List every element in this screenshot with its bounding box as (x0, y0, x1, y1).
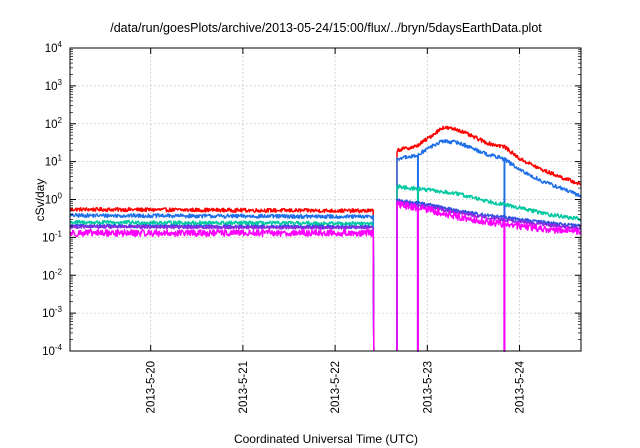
series-line (69, 228, 375, 352)
y-tick-base: 10 (42, 270, 55, 282)
y-tick-exponent: -4 (55, 343, 63, 352)
y-tick-exponent: -2 (55, 267, 63, 276)
y-tick-base: 10 (42, 308, 55, 320)
y-tick-exponent: -3 (55, 305, 63, 314)
y-tick-exponent: 0 (58, 192, 63, 201)
y-tick-exponent: 2 (58, 116, 63, 125)
series-line (69, 223, 375, 352)
series-line (69, 212, 375, 352)
y-tick-label: 103 (45, 78, 63, 93)
series-line (69, 206, 375, 352)
y-tick-label: 10-4 (42, 343, 62, 358)
series-line (396, 184, 582, 351)
y-tick-label: 102 (45, 116, 63, 131)
y-axis-label: cSv/day (33, 179, 47, 222)
x-axis-label: Coordinated Universal Time (UTC) (234, 432, 418, 446)
y-tick-label: 100 (45, 192, 63, 207)
y-tick-base: 10 (45, 43, 58, 55)
y-tick-label: 104 (45, 40, 63, 55)
series-line (396, 138, 582, 351)
y-tick-base: 10 (45, 195, 58, 207)
x-tick-label: 2013-5-24 (515, 360, 527, 413)
y-tick-exponent: 3 (58, 78, 63, 87)
x-tick-label: 2013-5-21 (238, 361, 250, 413)
y-tick-label: 10-1 (42, 229, 62, 244)
chart-title: /data/run/goesPlots/archive/2013-05-24/1… (110, 21, 542, 35)
series-line (396, 200, 582, 351)
x-tick-label: 2013-5-22 (330, 361, 342, 413)
y-tick-base: 10 (45, 119, 58, 131)
y-tick-exponent: -1 (55, 229, 63, 238)
y-tick-base: 10 (42, 232, 55, 244)
series-line (396, 125, 582, 351)
series-line (396, 198, 582, 351)
series-line (69, 224, 375, 352)
y-tick-label: 101 (45, 154, 63, 169)
y-tick-label: 10-2 (42, 267, 62, 282)
series-line (396, 200, 582, 351)
y-tick-label: 10-3 (42, 305, 62, 320)
grid (70, 48, 581, 351)
y-tick-exponent: 1 (58, 154, 63, 163)
y-tick-exponent: 4 (58, 40, 63, 49)
x-tick-label: 2013-5-23 (422, 361, 434, 413)
series-line (69, 219, 375, 352)
series-line (416, 207, 419, 352)
y-tick-base: 10 (45, 81, 58, 93)
axes (69, 47, 582, 352)
x-tick-labels: 2013-5-20 2013-5-21 2013-5-22 2013-5-23 2013… (146, 360, 527, 413)
y-tick-base: 10 (45, 157, 58, 169)
y-tick-base: 10 (42, 346, 55, 358)
x-tick-label: 2013-5-20 (146, 361, 158, 413)
series-group (69, 125, 582, 352)
series-line (503, 224, 506, 352)
